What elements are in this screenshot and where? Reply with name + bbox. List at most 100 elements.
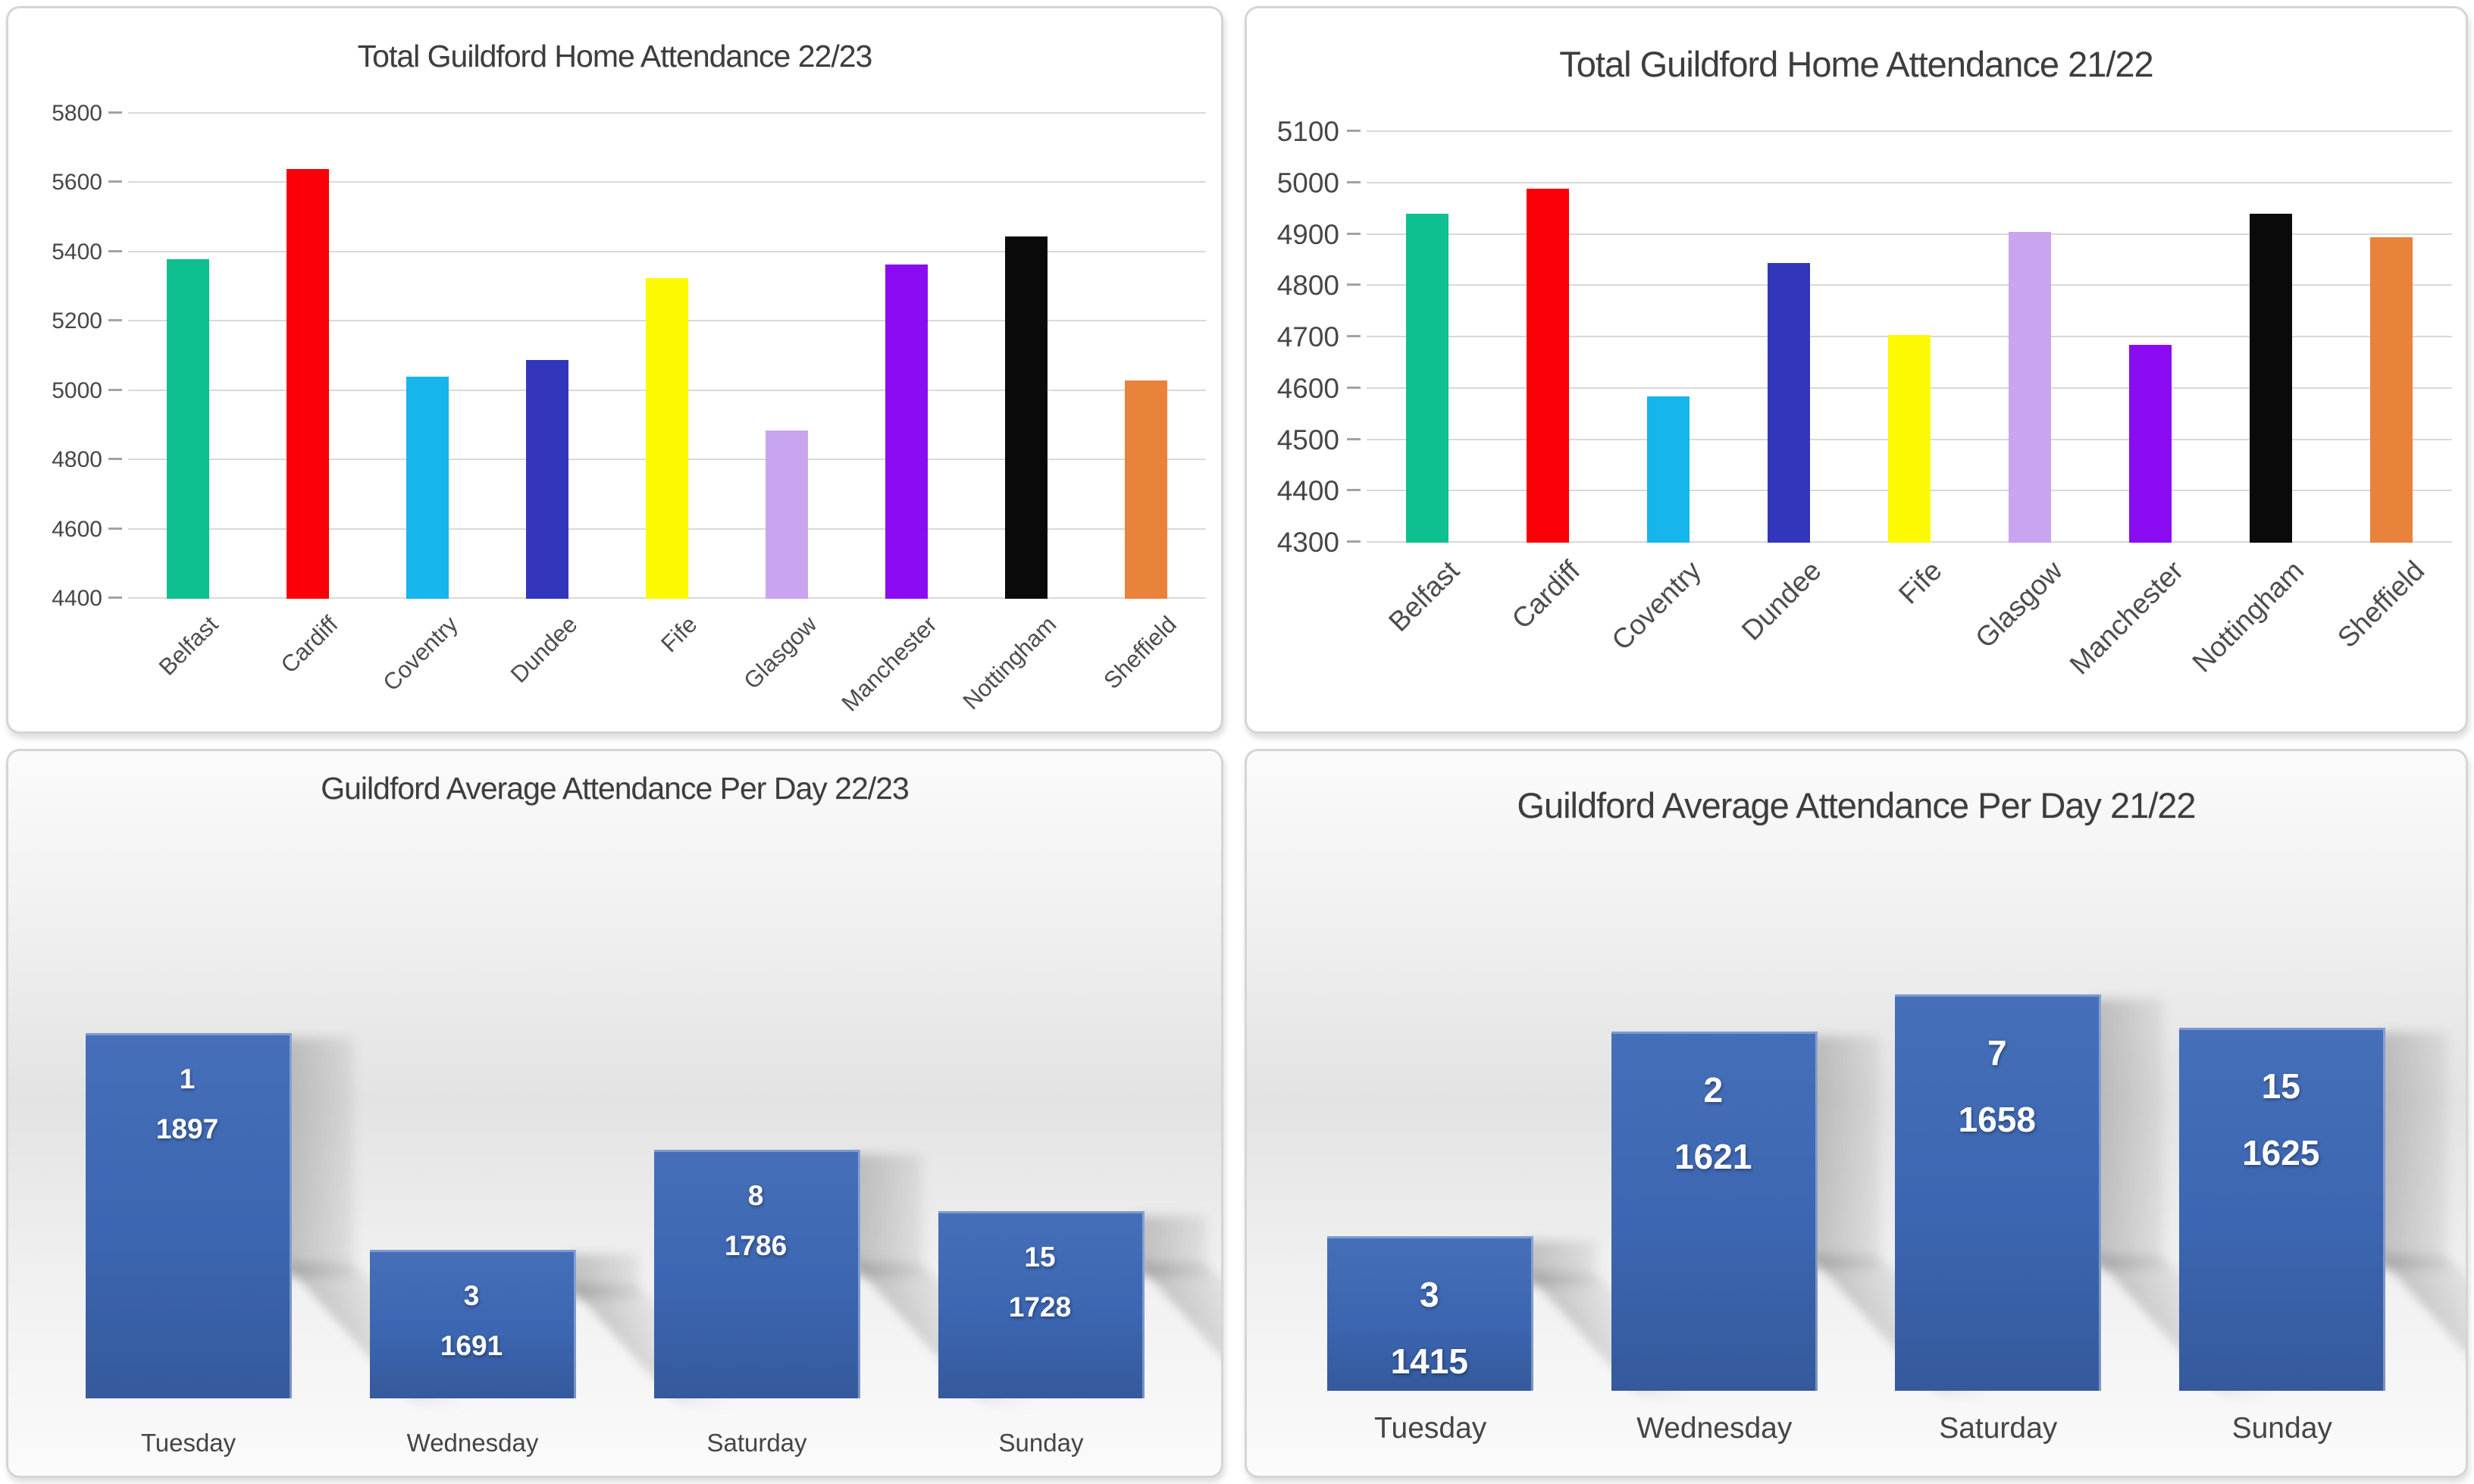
x-axis-label: Sunday bbox=[2231, 1412, 2332, 1445]
bar-data-label: 15 1625 bbox=[2179, 1066, 2383, 1173]
bar-cardiff[interactable] bbox=[1526, 188, 1569, 543]
bar-manchester[interactable] bbox=[2129, 345, 2172, 543]
gridline bbox=[128, 250, 1206, 252]
bar-slot bbox=[2090, 132, 2211, 543]
bar-coventry[interactable] bbox=[1646, 396, 1690, 543]
bar-slot bbox=[1970, 132, 2090, 543]
x-axis-label: Sunday bbox=[998, 1429, 1084, 1457]
bar-sheffield[interactable] bbox=[1125, 380, 1167, 599]
bar-slot bbox=[248, 114, 368, 599]
bar-slot bbox=[487, 114, 607, 599]
x-axis-label-slot: Manchester bbox=[836, 599, 966, 731]
y-axis-label: 4800 bbox=[1276, 270, 1339, 302]
bars-row bbox=[1367, 132, 2452, 543]
bar-belfast[interactable] bbox=[1405, 214, 1448, 543]
bar-value-label: 1897 bbox=[155, 1113, 219, 1144]
x-axis-labels: Belfast Cardiff Coventry Dundee Fife Glasgow M… bbox=[1367, 543, 2452, 728]
bar-sunday[interactable]: 15 1728 bbox=[938, 1210, 1145, 1398]
y-axis-label: 5000 bbox=[52, 377, 102, 403]
bar-manchester[interactable] bbox=[885, 264, 928, 599]
bar-shadow-strip bbox=[1136, 1215, 1207, 1276]
card-average-per-day-21-22: 3 1415 2 1621 7 1658 15 1625 Tuesday Wednesday Sat… bbox=[1245, 749, 2468, 1478]
card-total-attendance-22-23: Total Guildford Home Attendance 22/23 44… bbox=[6, 6, 1223, 734]
x-axis-label-slot: Nottingham bbox=[2187, 543, 2332, 728]
bar-games-label: 15 bbox=[2261, 1066, 2300, 1106]
bar-data-label: 3 1691 bbox=[370, 1280, 574, 1362]
bar-slot bbox=[2211, 132, 2332, 543]
bar-tuesday[interactable]: 1 1897 bbox=[85, 1032, 292, 1398]
bar-value-label: 1625 bbox=[2242, 1132, 2320, 1172]
bar-dundee[interactable] bbox=[1767, 262, 1810, 543]
bar-nottingham[interactable] bbox=[2250, 214, 2293, 543]
bar-games-label: 3 bbox=[463, 1280, 480, 1312]
bar-shadow bbox=[1526, 1241, 1707, 1395]
bar-saturday[interactable]: 7 1658 bbox=[1895, 994, 2102, 1391]
x-axis-label-slot: Belfast bbox=[1367, 543, 1487, 728]
average-per-day-21-22-chart: 3 1415 2 1621 7 1658 15 1625 Tuesday Wednesday Sat… bbox=[1247, 751, 2466, 1476]
bar-fife[interactable] bbox=[646, 278, 688, 599]
gridline bbox=[128, 181, 1206, 183]
y-axis-label: 4800 bbox=[52, 447, 102, 473]
bar-shadow bbox=[1809, 1035, 2006, 1395]
bar-coventry[interactable] bbox=[406, 377, 449, 599]
x-axis-label-slot: Nottingham bbox=[958, 599, 1086, 731]
bars-area: 3 1415 2 1621 7 1658 15 1625 bbox=[1289, 953, 2466, 1395]
bar-nottingham[interactable] bbox=[1005, 236, 1048, 599]
plot-area bbox=[1347, 130, 2452, 543]
x-axis-label: Manchester bbox=[836, 611, 942, 717]
bar-shadow-wedge bbox=[2377, 1255, 2466, 1395]
y-axis-tick bbox=[108, 458, 122, 461]
bar-data-label: 1 1897 bbox=[86, 1063, 290, 1145]
y-axis: 4300 4400 4500 4600 4700 4800 4900 5000 5100 bbox=[1259, 116, 1344, 558]
bar-dundee[interactable] bbox=[526, 359, 568, 599]
bar-belfast[interactable] bbox=[167, 259, 209, 599]
bar-glasgow[interactable] bbox=[2009, 232, 2052, 543]
bar-games-label: 1 bbox=[179, 1063, 196, 1094]
y-axis-tick bbox=[108, 111, 122, 114]
bar-fife[interactable] bbox=[1887, 334, 1931, 543]
bar-shadow bbox=[852, 1154, 1049, 1403]
gridline bbox=[1367, 130, 2452, 132]
x-axis-label: Wednesday bbox=[406, 1429, 539, 1457]
bar-slot: 3 1691 bbox=[330, 977, 745, 1403]
bar-shadow-strip bbox=[2377, 1032, 2447, 1269]
x-axis-label: Tuesday bbox=[140, 1429, 236, 1457]
total-attendance-22-23-chart: 4400 4600 4800 5000 5200 5400 5600 5800 Belfast C… bbox=[31, 101, 1206, 716]
y-axis-tick bbox=[108, 319, 122, 322]
bar-sheffield[interactable] bbox=[2370, 236, 2413, 543]
card-average-per-day-22-23: 1 1897 3 1691 8 1786 15 1728 Tuesday Wednesday Sat… bbox=[6, 749, 1223, 1478]
x-axis-label: Sheffield bbox=[2332, 555, 2431, 654]
bar-wednesday[interactable]: 2 1621 bbox=[1611, 1031, 1818, 1391]
bar-shadow bbox=[283, 1037, 481, 1403]
bar-shadow-wedge bbox=[1136, 1263, 1221, 1403]
bar-sunday[interactable]: 15 1625 bbox=[2178, 1027, 2385, 1391]
y-axis-tick bbox=[1347, 386, 1361, 389]
bar-data-label: 15 1728 bbox=[938, 1241, 1142, 1323]
bar-cardiff[interactable] bbox=[287, 169, 329, 599]
bar-slot: 2 1621 bbox=[1573, 953, 2006, 1395]
bar-slot bbox=[1728, 132, 1849, 543]
bar-glasgow[interactable] bbox=[766, 430, 808, 599]
bar-value-label: 1658 bbox=[1958, 1100, 2036, 1140]
y-axis-tick bbox=[1347, 283, 1361, 286]
bar-slot bbox=[1608, 132, 1728, 543]
x-axis-label: Coventry bbox=[1605, 555, 1707, 656]
y-axis-tick bbox=[1347, 335, 1361, 337]
bar-wednesday[interactable]: 3 1691 bbox=[369, 1250, 576, 1398]
bar-slot: 7 1658 bbox=[1856, 953, 2290, 1395]
y-axis-label: 4400 bbox=[52, 586, 102, 611]
y-axis-tick bbox=[1347, 130, 1361, 132]
gridline bbox=[1367, 181, 2452, 183]
x-axis-label: Saturday bbox=[706, 1429, 807, 1457]
bar-value-label: 1621 bbox=[1674, 1136, 1752, 1176]
bar-tuesday[interactable]: 3 1415 bbox=[1327, 1236, 1534, 1391]
x-axis-label: Fife bbox=[1893, 555, 1948, 610]
bar-games-label: 15 bbox=[1024, 1241, 1056, 1273]
bar-shadow bbox=[2377, 1032, 2466, 1395]
x-axis-label-slot: Coventry bbox=[1605, 543, 1728, 728]
bar-games-label: 3 bbox=[1419, 1275, 1439, 1315]
bar-slot bbox=[1487, 132, 1608, 543]
bar-saturday[interactable]: 8 1786 bbox=[653, 1149, 860, 1398]
x-axis-labels: Tuesday Wednesday Saturday Sunday bbox=[46, 1429, 1183, 1457]
